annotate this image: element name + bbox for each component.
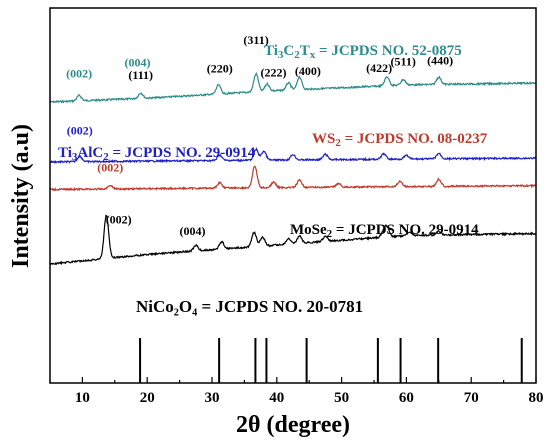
series-reference-1: Ti3AlC2 = JCPDS NO. 29-0914 <box>58 145 256 163</box>
peak-label-2: (311) <box>243 33 268 47</box>
series-reference-3: MoSe2 = JCPDS NO. 29-0914 <box>290 222 479 240</box>
series-1-peak-label-0: (002) <box>67 123 93 137</box>
x-tick-label-20: 20 <box>140 390 155 406</box>
peak-label-5: (422) <box>366 61 392 75</box>
series-line-2 <box>49 165 536 192</box>
y-axis-label: Intensity (a.u) <box>8 124 34 268</box>
x-tick-label-40: 40 <box>269 390 284 406</box>
series-line-0 <box>49 72 537 104</box>
peak-label-7: (440) <box>427 53 453 67</box>
series-3-peak-label-0: (002) <box>106 212 132 226</box>
x-tick-label-10: 10 <box>75 390 90 406</box>
peak-label-6: (511) <box>390 55 415 69</box>
x-axis: 10 20 30 40 50 60 70 80 <box>49 377 544 406</box>
x-tick-label-80: 80 <box>529 390 544 406</box>
series-2-peak-label-0: (002) <box>97 160 123 174</box>
series-reference-2: WS2 = JCPDS NO. 08-0237 <box>312 131 488 149</box>
x-tick-label-70: 70 <box>464 390 479 406</box>
reference-lines <box>139 338 523 383</box>
series-0-peak-label-1: (004) <box>124 56 150 70</box>
series-reference-0: Ti3C2Tx = JCPDS NO. 52-0875 <box>264 43 462 61</box>
peak-label-1: (220) <box>207 61 233 75</box>
annotation-labels: Ti3C2Tx = JCPDS NO. 52-0875 (002) (004) Ti3… <box>58 33 488 316</box>
x-tick-label-60: 60 <box>399 390 414 406</box>
peak-label-3: (222) <box>261 66 287 80</box>
series-3-peak-label-1: (004) <box>180 224 206 238</box>
x-tick-label-30: 30 <box>205 390 220 406</box>
peak-label-0: (111) <box>128 68 153 82</box>
series-0-peak-label-0: (002) <box>66 66 92 80</box>
series-line-3 <box>49 214 537 266</box>
standard-reference: NiCo₂O₄ = JCPDS NO. 20-0781 <box>136 297 363 316</box>
series-line-1 <box>49 147 537 164</box>
x-tick-label-50: 50 <box>334 390 349 406</box>
peak-label-4: (400) <box>295 64 321 78</box>
x-axis-label: 2θ (degree) <box>236 412 350 438</box>
plot-frame <box>49 7 537 384</box>
xrd-traces <box>49 72 537 266</box>
